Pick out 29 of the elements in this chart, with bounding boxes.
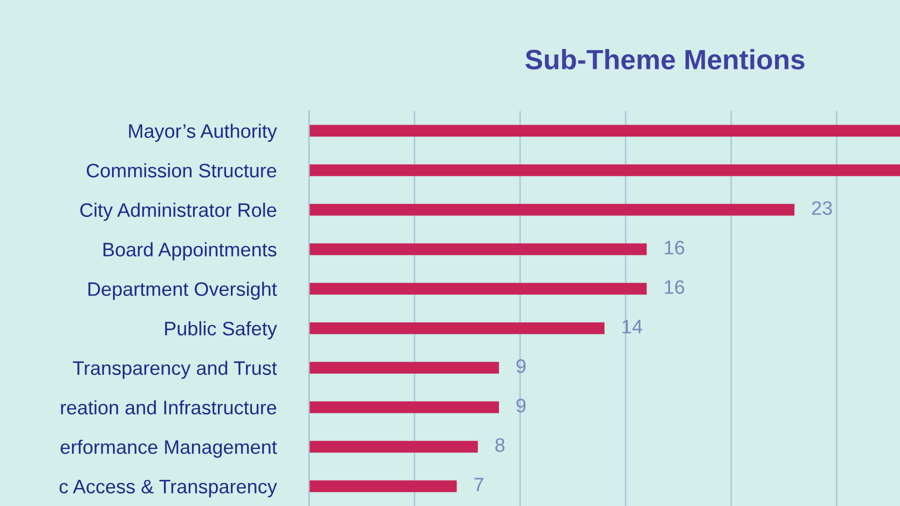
y-tick-label: Commission Structure	[86, 163, 276, 178]
data-label: 16	[664, 240, 684, 254]
data-label: 23	[812, 201, 832, 215]
y-tick-label: c Access & Transparency	[60, 480, 278, 498]
y-tick-label: Department Oversight	[88, 282, 277, 300]
y-tick-label: Mayor’s Authority	[129, 124, 278, 142]
bar	[309, 322, 604, 334]
data-label: 9	[516, 359, 526, 373]
bar	[309, 362, 499, 374]
bar	[309, 480, 457, 492]
y-tick-label: City Administrator Role	[80, 202, 276, 221]
data-label: 8	[495, 438, 504, 452]
bar	[309, 124, 900, 137]
bar	[309, 164, 900, 176]
bar	[309, 243, 647, 256]
y-tick-label: reation and Infrastructure	[61, 400, 276, 414]
bar	[309, 401, 499, 414]
bar	[309, 204, 794, 216]
data-label: 16	[664, 280, 684, 294]
y-tick-label: Transparency and Trust	[72, 360, 277, 379]
chart-title: Sub-Theme Mentions	[525, 49, 804, 70]
y-tick-label: Board Appointments	[104, 242, 276, 260]
y-tick-label: Public Safety	[165, 321, 278, 340]
data-label: 14	[622, 320, 642, 334]
bar	[309, 282, 647, 295]
data-label: 9	[516, 398, 526, 412]
bar	[309, 440, 478, 453]
y-tick-label: erformance Management	[60, 440, 277, 458]
data-label: 7	[474, 478, 484, 492]
